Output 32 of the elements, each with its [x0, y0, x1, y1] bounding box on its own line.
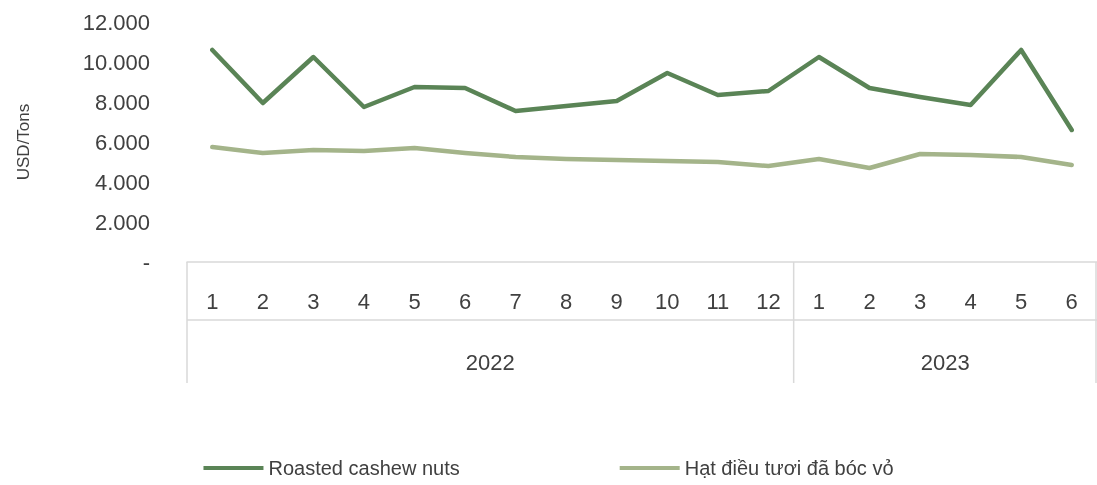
x-tick-label: 4 [357, 288, 371, 314]
text: 2023 [920, 349, 970, 375]
x-tick-label: 9 [610, 288, 623, 314]
text: 2022 [465, 349, 515, 375]
x-tick-label: 5 [408, 288, 421, 314]
x-tick-label: 6 [1065, 288, 1078, 314]
y-tick-label: 4.000 [94, 169, 150, 195]
x-tick-label: 11 [706, 288, 730, 314]
x-tick-label: 2 [256, 288, 269, 314]
line-series [210, 144, 1074, 171]
y-tick-label: 8.000 [94, 89, 150, 115]
y-tick-label: 6.000 [94, 129, 150, 155]
legend-label: Hạt điều tươi đã bóc vỏ [684, 457, 894, 479]
x-tick-label: 2 [863, 288, 876, 314]
y-tick-label: - [142, 249, 150, 275]
x-tick-label: 1 [812, 288, 826, 314]
x-tick-label: 4 [964, 288, 977, 314]
y-axis-title: USD/Tons [14, 103, 33, 181]
x-tick-label: 12 [756, 288, 781, 314]
y-tick-label: 2.000 [94, 209, 150, 235]
x-tick-label: 7 [509, 288, 522, 314]
x-tick-label: 6 [458, 288, 472, 314]
y-tick-label: 12.000 [82, 9, 150, 35]
x-tick-label: 1 [206, 288, 219, 314]
x-tick-label: 5 [1015, 288, 1028, 314]
legend-label: Roasted cashew nuts [268, 457, 460, 479]
x-tick-label: 10 [655, 288, 680, 314]
x-tick-label: 3 [913, 288, 927, 314]
line-series [210, 47, 1074, 133]
y-tick-label: 10.000 [82, 49, 150, 75]
x-tick-label: 3 [307, 288, 320, 314]
x-tick-label: 8 [560, 288, 573, 314]
